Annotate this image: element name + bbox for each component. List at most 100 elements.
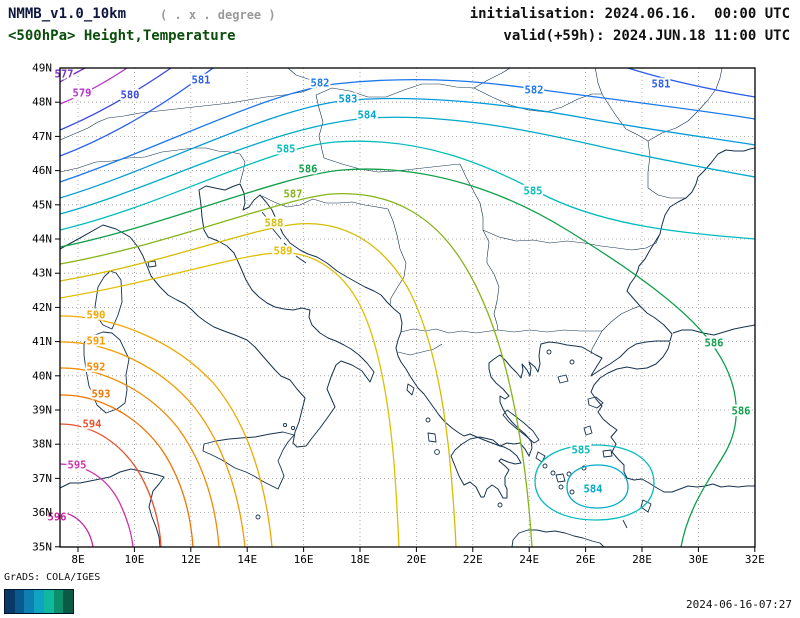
x-tick-label: 14E [237,553,257,566]
border-moldova [594,67,603,95]
logo-stripe [53,590,64,613]
island-malta [255,514,261,520]
contour-line-595 [59,463,134,548]
x-tick-label: 16E [294,553,314,566]
coastline-peloponnese [450,436,522,499]
contour-line-577 [59,67,86,83]
contour-line-587 [59,193,533,548]
contour-line-590 [59,315,273,548]
island-lefkada [425,417,431,423]
border-bulgaria-greece [497,329,602,333]
logo-stripe [43,590,54,613]
x-tick-label: 10E [124,553,144,566]
border-slovakia-ukraine [473,67,511,89]
logo-stripe [24,590,35,613]
y-tick-label: 41N [32,335,52,348]
contour-label-594: 594 [83,419,102,431]
aeolian-1 [282,422,288,428]
contour-label-593: 593 [92,389,111,401]
contour-label-595: 595 [68,460,87,472]
contour-label-586: 586 [732,406,751,418]
coastline-north-africa [59,468,165,548]
grid-resolution-note: ( . x . degree ) [160,8,276,22]
contour-lines [59,67,756,548]
contour-line-584 [59,116,756,215]
valid-time: valid(+59h): 2024.JUN.18 11:00 UTC [503,28,790,44]
y-tick-label: 43N [32,267,52,280]
x-tick-label: 20E [406,553,426,566]
border-bulgaria-turkey [601,305,641,332]
island-zakynthos [434,449,440,455]
croatian-islands [261,211,307,264]
product-title: <500hPa> Height,Temperature [8,28,236,44]
border-serbia-bulgaria [486,262,500,331]
y-tick-label: 45N [32,198,52,211]
border-czech-austria [287,67,329,83]
island-kythira [497,502,503,508]
y-tick-label: 44N [32,233,52,246]
y-tick-label: 37N [32,472,52,485]
grads-logo [4,589,74,614]
y-tick-label: 36N [32,506,52,519]
contour-label-585: 585 [277,144,296,156]
contour-label-596: 596 [48,512,67,524]
x-tick-label: 24E [519,553,539,566]
island-thassos [546,349,552,355]
island-euboea [502,409,540,444]
contour-label-582: 582 [525,85,544,97]
contour-line-585 [534,444,655,521]
graticule-grid [55,67,756,552]
x-tick-label: 8E [71,553,84,566]
x-tick-label: 22E [463,553,483,566]
contour-label-577: 577 [55,69,74,81]
contour-label-588: 588 [265,218,284,230]
y-tick-label: 38N [32,438,52,451]
y-tick-label: 39N [32,404,52,417]
contour-label-589: 589 [274,246,293,258]
cyclades-4 [566,471,572,477]
island-corfu [406,383,415,396]
island-naxos [555,473,566,483]
island-limnos [557,374,569,384]
initialisation-time: initialisation: 2024.06.16. 00:00 UTC [469,6,790,22]
contour-label-582: 582 [311,78,330,90]
border-serbia-romania [459,163,490,263]
contour-line-592 [59,367,220,548]
contour-line-588 [59,223,457,548]
contour-label-585: 585 [572,445,591,457]
coastlines [59,147,756,548]
border-austria-germany [107,81,329,119]
islands [83,211,652,548]
cyclades-5 [569,489,575,495]
aeolian-2 [290,425,296,431]
contour-label-584: 584 [358,110,377,122]
contour-line-589 [59,252,400,548]
logo-stripe [34,590,44,613]
border-greece-turkey [590,330,603,355]
y-tick-label: 49N [32,62,52,75]
island-crete [511,529,605,548]
island-elba [147,260,157,268]
border-switzerland-france [59,117,109,141]
border-romania [473,87,686,199]
island-sardinia [83,331,130,414]
island-chios [583,425,593,436]
contour-line-594 [59,423,162,548]
contour-label-590: 590 [87,310,106,322]
contour-line-583 [59,97,756,199]
x-tick-label: 32E [745,553,765,566]
contour-label-586: 586 [705,338,724,350]
contour-line-585 [59,140,756,240]
logo-stripe [14,590,25,613]
contour-line-596 [59,511,94,548]
y-tick-label: 46N [32,164,52,177]
contour-line-580 [59,67,172,131]
contour-label-587: 587 [284,189,303,201]
contour-label-585: 585 [524,186,543,198]
contour-line-593 [59,394,194,548]
border-hungary-west [315,94,325,159]
border-hungary-north [315,83,475,98]
y-tick-label: 47N [32,130,52,143]
border-albania-greece [397,343,443,356]
